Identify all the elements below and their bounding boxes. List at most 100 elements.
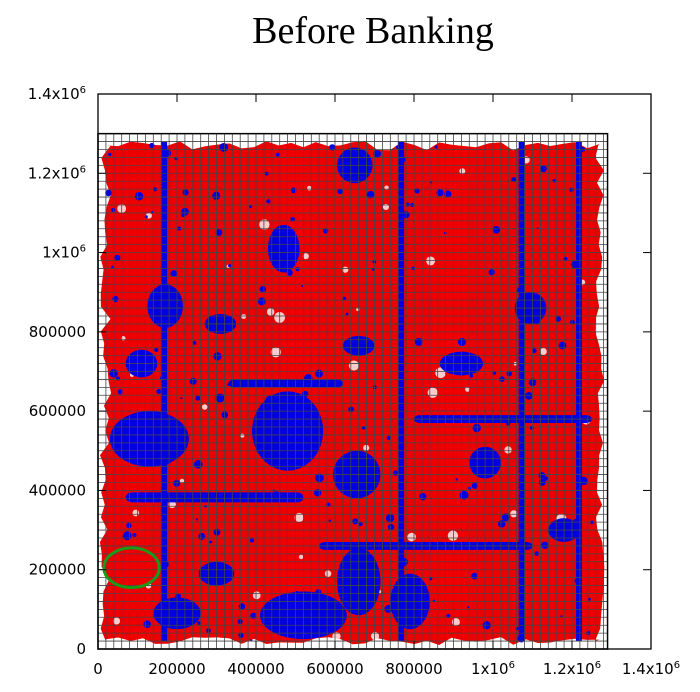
- blue-point: [126, 522, 132, 529]
- blue-point: [455, 478, 458, 481]
- blue-point: [488, 268, 495, 276]
- blue-point: [304, 374, 313, 383]
- gap-point: [427, 387, 438, 398]
- gap-point: [252, 591, 261, 600]
- blue-point: [266, 199, 271, 204]
- x-tick-exponent: 6: [509, 660, 515, 671]
- gap-point: [465, 386, 470, 392]
- blue-point: [143, 620, 151, 629]
- y-tick-label: 1.4x106: [28, 85, 86, 103]
- gap-point: [332, 632, 341, 641]
- blue-point: [250, 612, 257, 619]
- blue-point: [257, 297, 266, 306]
- blue-point: [366, 190, 375, 199]
- blue-point: [227, 383, 230, 387]
- x-tick-exponent: 6: [674, 660, 680, 671]
- blue-point: [312, 452, 317, 456]
- blue-point: [457, 337, 466, 347]
- blue-point: [560, 615, 563, 618]
- blue-point: [531, 348, 537, 354]
- blue-column: [398, 141, 405, 642]
- y-tick-label: 800000: [29, 323, 86, 341]
- x-tick-label: 200000: [148, 660, 205, 678]
- blue-point: [249, 205, 252, 209]
- blue-cluster: [267, 224, 300, 273]
- annotation-ellipse: [102, 546, 161, 590]
- blue-point: [515, 626, 519, 631]
- blue-point: [301, 390, 309, 398]
- y-tick-label: 400000: [29, 481, 86, 499]
- gap-point: [179, 478, 185, 484]
- blue-point: [501, 513, 510, 522]
- blue-point: [134, 192, 144, 201]
- x-axis-ticks: 0 200000 400000 600000 800000 1x106 1.2x106 1.4…: [93, 94, 680, 678]
- blue-point: [558, 341, 567, 350]
- blue-point: [573, 518, 577, 522]
- gap-point: [132, 509, 140, 517]
- blue-point: [146, 453, 154, 461]
- blue-point: [405, 202, 410, 207]
- gap-point: [426, 256, 436, 266]
- blue-point: [112, 295, 119, 303]
- blue-point: [533, 318, 540, 325]
- blue-point: [432, 599, 436, 603]
- blue-point: [552, 179, 556, 183]
- blue-point: [259, 285, 267, 293]
- y-tick-label: 1.2x106: [28, 164, 86, 182]
- gap-point: [459, 168, 466, 175]
- gap-point: [266, 308, 275, 316]
- y-tick-label: 600000: [29, 402, 86, 420]
- blue-point: [249, 538, 255, 543]
- y-tick-exponent: 6: [80, 244, 86, 255]
- blue-point: [154, 347, 159, 353]
- blue-point: [506, 421, 511, 426]
- grid-lines: [97, 133, 608, 650]
- blue-point: [122, 531, 132, 541]
- blue-point: [182, 189, 189, 196]
- blue-point: [430, 181, 433, 184]
- blue-point: [238, 632, 244, 639]
- blue-point: [115, 376, 121, 381]
- blue-point: [108, 152, 112, 157]
- blue-point: [295, 267, 300, 272]
- blue-point: [469, 374, 474, 378]
- blue-point: [361, 425, 366, 430]
- blue-point: [293, 591, 301, 598]
- blue-band: [228, 379, 343, 388]
- blue-band: [125, 492, 304, 503]
- blue-point: [213, 352, 222, 361]
- blue-point: [238, 603, 246, 610]
- blue-point: [471, 572, 478, 580]
- data-layer: [99, 141, 605, 645]
- blue-point: [315, 589, 322, 596]
- blue-point: [228, 264, 232, 268]
- y-tick-exponent: 6: [80, 85, 86, 96]
- y-tick-label: 1x106: [42, 244, 86, 262]
- blue-point: [541, 541, 549, 549]
- gap-point: [240, 433, 245, 438]
- blue-point: [215, 229, 223, 236]
- gap-point: [451, 618, 460, 627]
- blue-point: [384, 604, 393, 613]
- gap-point: [510, 510, 518, 518]
- blue-point: [215, 393, 225, 403]
- x-tick-label: 800000: [385, 660, 442, 678]
- blue-point: [492, 226, 501, 234]
- blue-point: [132, 532, 137, 537]
- x-tick-label: 1x106: [471, 660, 515, 678]
- blue-point: [328, 519, 332, 522]
- x-tick-label: 600000: [306, 660, 363, 678]
- blue-point: [219, 142, 229, 152]
- red-region: [99, 141, 605, 645]
- gap-point: [504, 446, 512, 454]
- blue-point: [352, 518, 359, 525]
- blue-point: [467, 606, 470, 609]
- gap-point: [348, 360, 359, 371]
- x-tick-label: 0: [93, 660, 103, 678]
- blue-point: [444, 190, 452, 198]
- blue-point: [180, 212, 185, 218]
- blue-point: [471, 482, 478, 489]
- x-tick-exponent: 6: [595, 660, 601, 671]
- gap-point: [370, 632, 380, 641]
